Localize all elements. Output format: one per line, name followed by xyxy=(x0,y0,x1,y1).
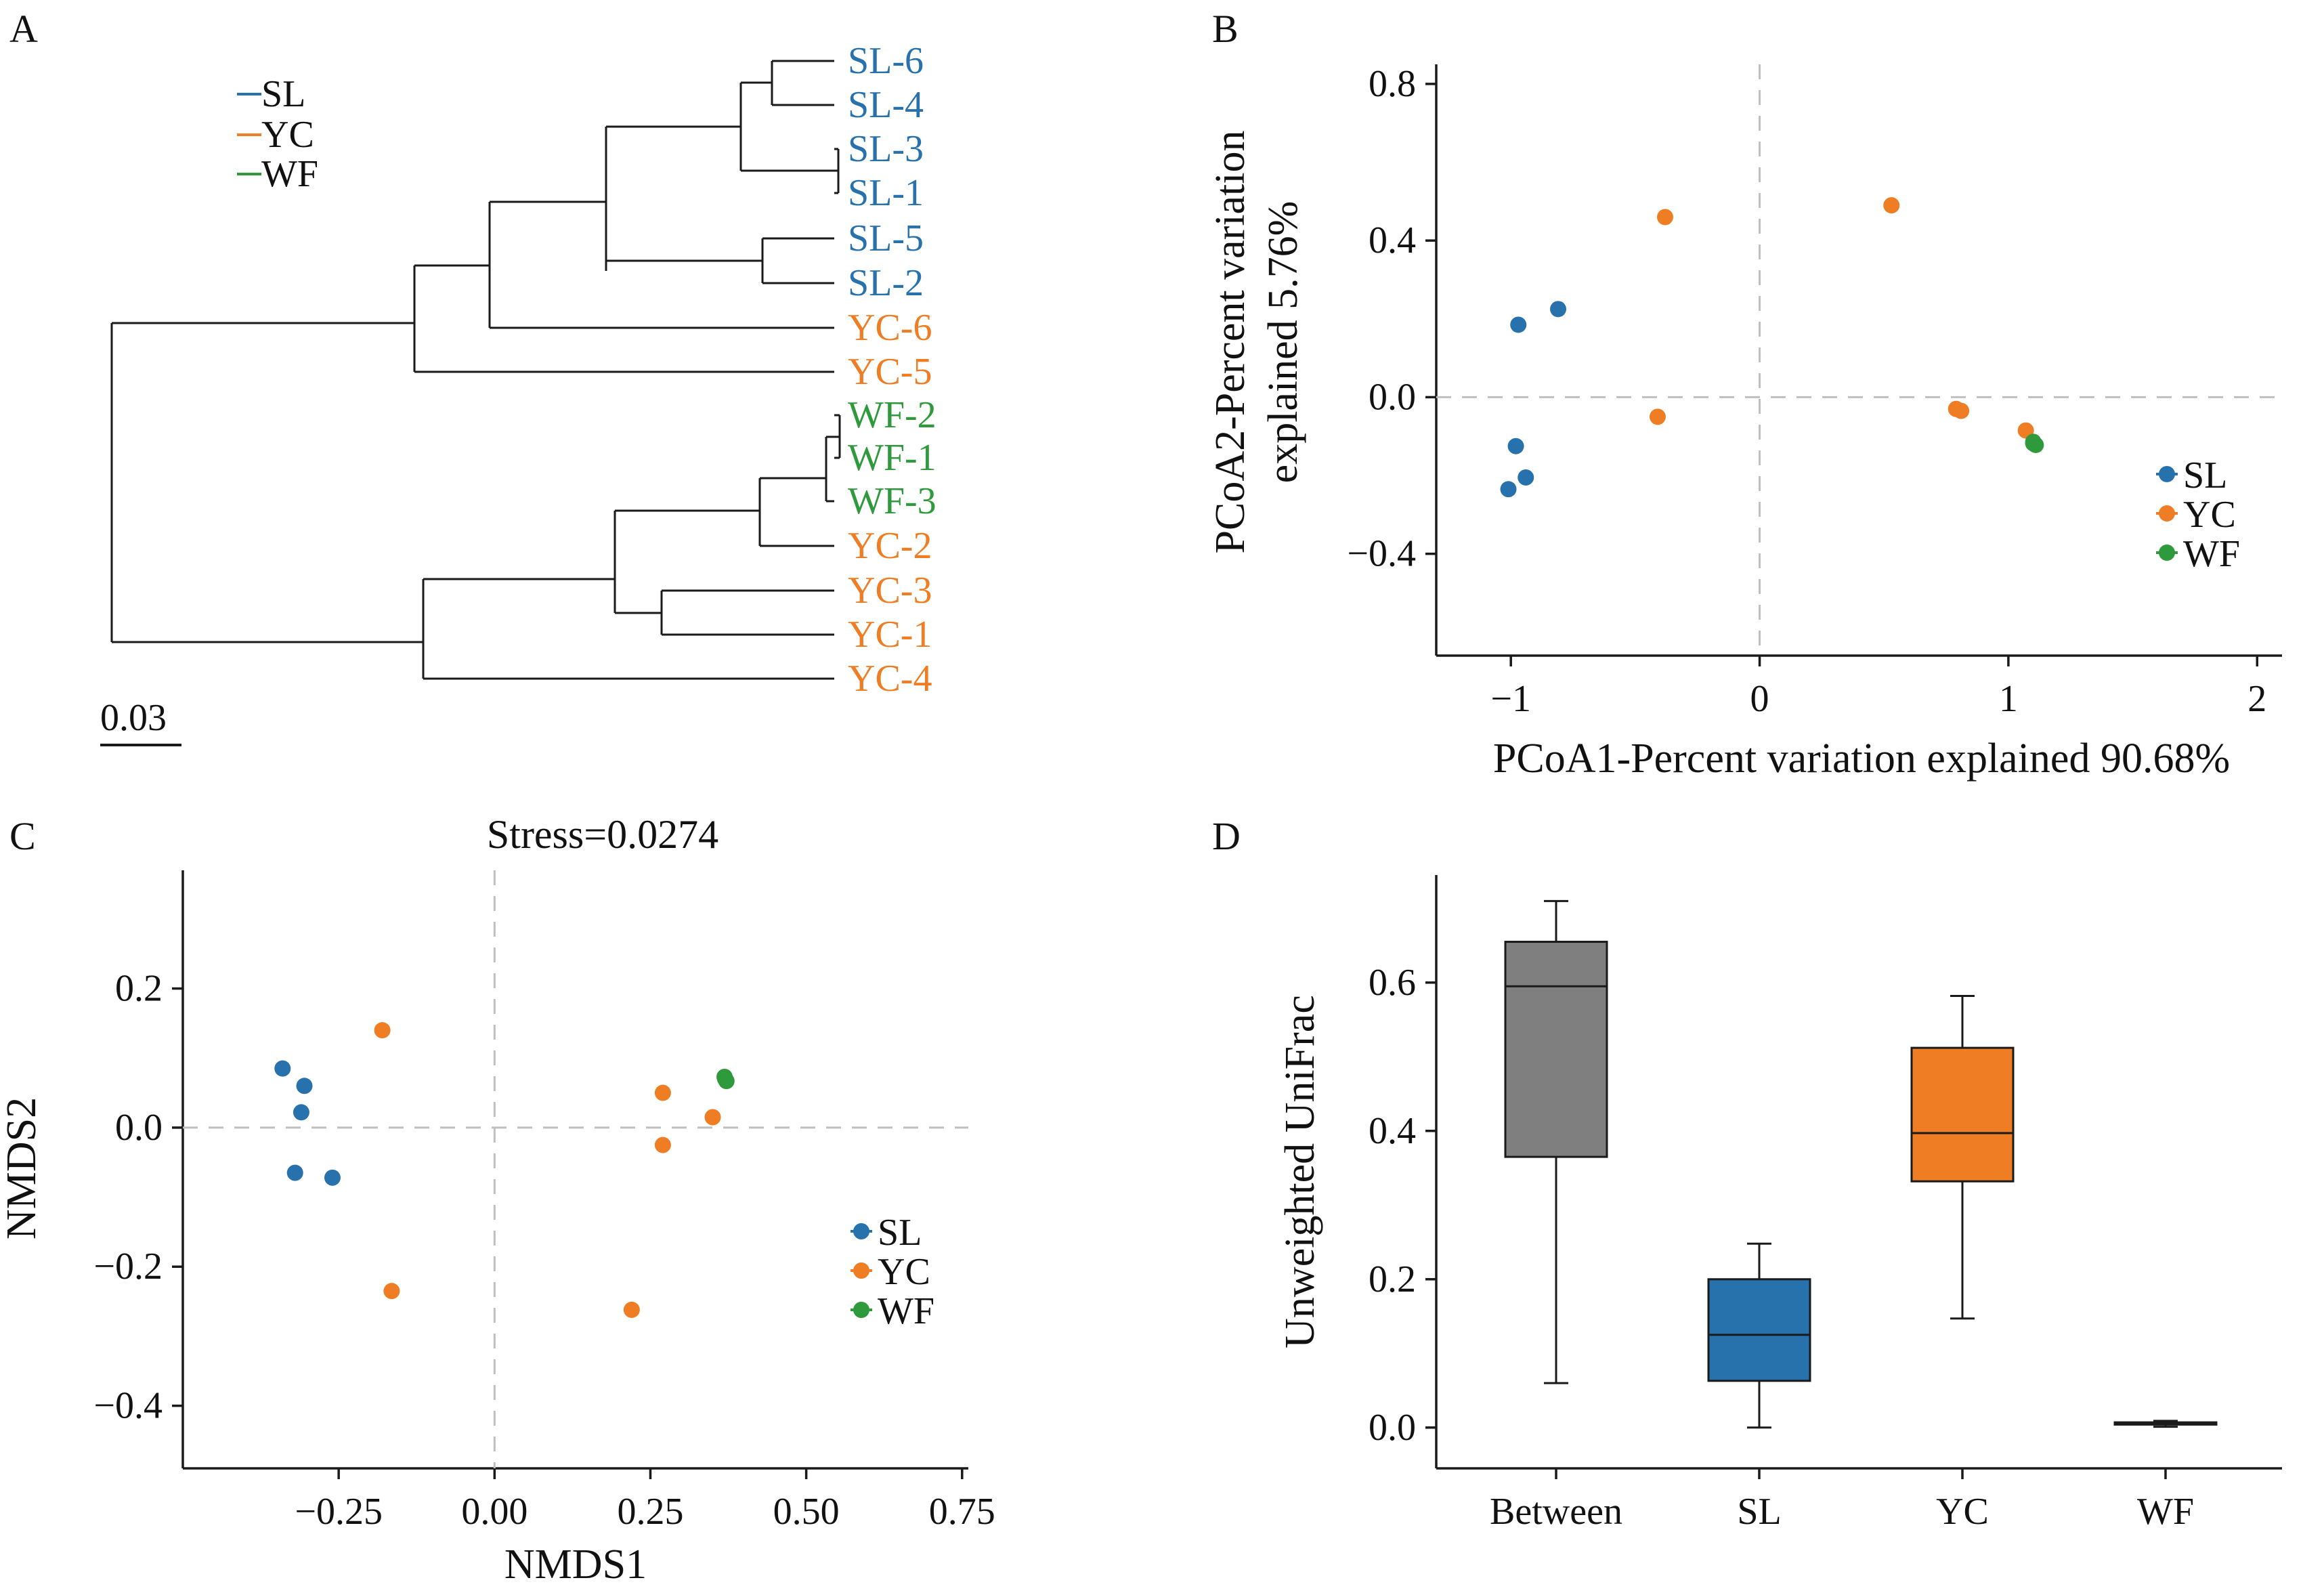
legend-marker-sl xyxy=(2159,466,2175,482)
legend-label-yc: YC xyxy=(2183,494,2236,536)
leaf-label-yc-5: YC-5 xyxy=(848,351,932,393)
point-sl xyxy=(286,1164,303,1181)
legend-label-wf: WF xyxy=(2183,533,2240,575)
y-axis-label: NMDS2 xyxy=(0,1097,45,1239)
leaf-label-sl-4: SL-4 xyxy=(848,84,924,126)
x-axis-label: NMDS1 xyxy=(504,1541,647,1588)
x-tick-label: 1 xyxy=(1999,678,2018,720)
chart-title: Stress=0.0274 xyxy=(487,812,718,857)
point-yc xyxy=(654,1136,671,1153)
point-sl xyxy=(274,1060,291,1077)
y-tick-label: 0.2 xyxy=(1369,1258,1416,1300)
leaf-label-yc-2: YC-2 xyxy=(848,525,932,567)
x-tick-label: 0.50 xyxy=(773,1491,840,1533)
leaf-label-sl-3: SL-3 xyxy=(848,128,924,170)
y-tick-label: 0.0 xyxy=(115,1107,163,1149)
y-tick-label: 0.8 xyxy=(1369,63,1416,105)
panel-label-a: A xyxy=(9,7,38,51)
point-yc xyxy=(623,1301,640,1318)
point-sl xyxy=(296,1078,313,1094)
leaf-label-wf-3: WF-3 xyxy=(848,480,937,522)
x-tick-label: 0.75 xyxy=(929,1491,995,1533)
x-axis-label: PCoA1-Percent variation explained 90.68% xyxy=(1493,736,2230,782)
scale-bar-label: 0.03 xyxy=(100,697,167,739)
y-tick-label: 0.4 xyxy=(1369,1110,1416,1152)
x-tick-label: 0.00 xyxy=(461,1491,528,1533)
y-tick-label: −0.2 xyxy=(93,1246,163,1288)
legend-label-yc: YC xyxy=(878,1251,930,1293)
point-yc xyxy=(704,1109,721,1126)
leaf-label-sl-6: SL-6 xyxy=(848,40,924,82)
point-yc xyxy=(383,1283,400,1300)
point-sl xyxy=(1550,301,1567,318)
point-wf xyxy=(716,1068,733,1085)
y-axis-label-line2: explained 5.76% xyxy=(1260,201,1306,484)
point-yc xyxy=(374,1022,391,1039)
y-tick-label: 0.4 xyxy=(1369,219,1416,261)
leaf-label-yc-3: YC-3 xyxy=(848,570,932,612)
point-yc xyxy=(654,1084,671,1101)
x-tick-label-yc: YC xyxy=(1936,1491,1989,1533)
point-wf xyxy=(2025,433,2042,450)
box-between xyxy=(1504,941,1608,1158)
y-axis-label-line1: PCoA2-Percent variation xyxy=(1207,130,1253,553)
leaf-label-wf-1: WF-1 xyxy=(848,437,937,479)
point-sl xyxy=(1500,481,1517,498)
legend-marker-sl xyxy=(853,1223,869,1239)
point-yc xyxy=(1883,197,1900,214)
point-sl xyxy=(1510,316,1527,333)
box-sl xyxy=(1707,1278,1811,1382)
box-yc xyxy=(1910,1046,2015,1183)
legend-label-wf: WF xyxy=(878,1290,934,1332)
leaf-label-sl-1: SL-1 xyxy=(848,172,924,214)
nmds-panel: −0.25 0.00 0.25 0.50 0.75 −0.4 −0.2 0.0 0.2 SLYCW… xyxy=(0,812,995,1588)
legend-marker-yc xyxy=(853,1262,869,1279)
legend-label-yc: YC xyxy=(261,114,314,156)
x-tick-label-between: Between xyxy=(1490,1491,1622,1533)
y-tick-label: 0.2 xyxy=(115,968,163,1010)
point-sl xyxy=(293,1104,309,1121)
panel-label-b: B xyxy=(1212,7,1239,51)
x-tick-label: 2 xyxy=(2247,678,2266,720)
legend-marker-wf xyxy=(2159,545,2175,561)
y-axis-label: Unweighted UniFrac xyxy=(1277,995,1323,1348)
leaf-label-yc-1: YC-1 xyxy=(848,614,932,656)
legend-label-sl: SL xyxy=(261,73,305,115)
x-tick-label-wf: WF xyxy=(2137,1491,2194,1533)
legend-label-sl: SL xyxy=(2183,454,2227,496)
x-tick-label: 0.25 xyxy=(617,1491,683,1533)
leaf-label-wf-2: WF-2 xyxy=(848,394,937,436)
legend-marker-wf xyxy=(853,1302,869,1318)
x-tick-label: 0 xyxy=(1750,678,1769,720)
y-tick-label: −0.4 xyxy=(1347,533,1416,575)
point-sl xyxy=(1507,438,1524,454)
y-tick-label: 0.6 xyxy=(1369,962,1416,1004)
legend-marker-yc xyxy=(2159,505,2175,522)
legend-label-wf: WF xyxy=(261,153,318,195)
y-tick-label: 0.0 xyxy=(1369,376,1416,418)
leaf-label-sl-5: SL-5 xyxy=(848,217,924,259)
y-tick-label: 0.0 xyxy=(1369,1407,1416,1449)
dendrogram-panel: SL-6SL-4SL-3SL-1SL-5SL-2YC-6YC-5WF-2WF-1… xyxy=(100,40,937,746)
point-sl xyxy=(324,1169,341,1186)
y-tick-label: −0.4 xyxy=(93,1385,163,1427)
leaf-label-yc-6: YC-6 xyxy=(848,307,932,349)
x-tick-label: −1 xyxy=(1490,678,1531,720)
legend-label-sl: SL xyxy=(878,1212,922,1254)
point-yc xyxy=(1953,402,1970,419)
leaf-label-yc-4: YC-4 xyxy=(848,658,932,700)
boxplot-panel: 0.0 0.2 0.4 0.6 Between SL YC WF Unweighted UniF… xyxy=(1277,875,2282,1533)
point-yc xyxy=(1656,209,1673,226)
panel-label-c: C xyxy=(9,814,36,858)
x-tick-label-sl: SL xyxy=(1737,1491,1781,1533)
point-yc xyxy=(1649,408,1666,425)
x-tick-label: −0.25 xyxy=(295,1491,383,1533)
leaf-label-sl-2: SL-2 xyxy=(848,262,924,304)
point-sl xyxy=(1518,469,1534,486)
panel-label-d: D xyxy=(1212,814,1241,858)
